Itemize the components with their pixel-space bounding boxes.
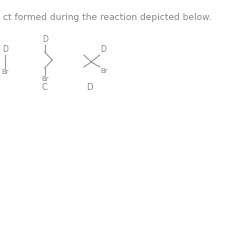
Text: ct formed during the reaction depicted below.: ct formed during the reaction depicted b… xyxy=(3,13,211,22)
Text: D: D xyxy=(2,46,8,54)
Text: Br: Br xyxy=(2,69,10,75)
Text: D: D xyxy=(100,45,106,54)
Text: Br: Br xyxy=(41,76,48,82)
Text: D: D xyxy=(86,83,93,92)
Text: Br: Br xyxy=(100,68,108,74)
Text: C: C xyxy=(42,83,48,92)
Text: D: D xyxy=(42,35,48,44)
